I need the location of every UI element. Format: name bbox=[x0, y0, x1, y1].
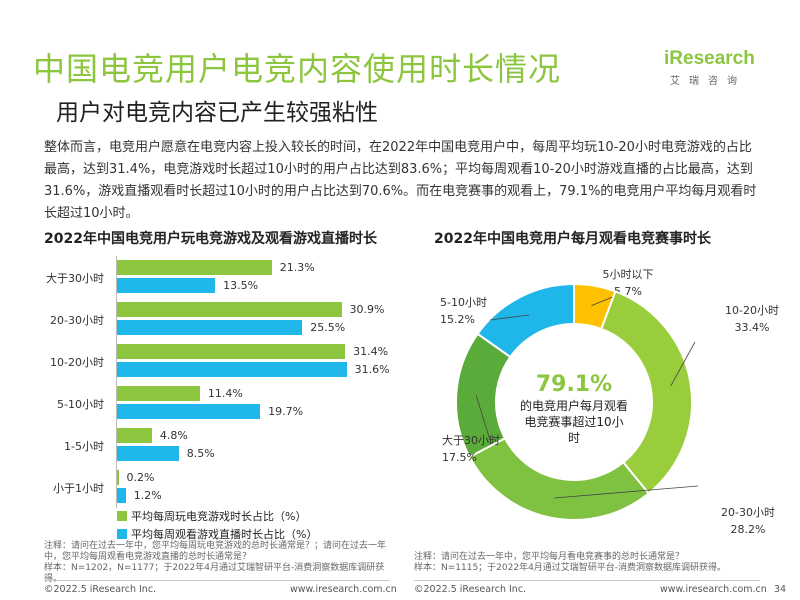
donut-chart: 5小时以下5.7%10-20小时33.4%20-30小时28.2%大于30小时1… bbox=[440, 268, 779, 536]
donut-center-line: 的电竞用户每月观看 bbox=[520, 399, 629, 413]
legend-swatch bbox=[117, 511, 127, 521]
bar bbox=[117, 488, 126, 503]
donut-leader-line bbox=[554, 485, 699, 499]
bar bbox=[117, 260, 272, 275]
bar bbox=[117, 446, 179, 461]
legend-label: 平均每周观看游戏直播时长占比（%） bbox=[131, 528, 318, 541]
bar bbox=[117, 428, 152, 443]
note-line: 样本：N=1202，N=1177；于2022年4月通过艾瑞智研平台-消费洞察数据… bbox=[44, 563, 385, 584]
bar bbox=[117, 386, 200, 401]
bar-category-label: 10-20小时 bbox=[50, 356, 104, 369]
donut-slice-label: 大于30小时 bbox=[442, 433, 500, 447]
bar-chart-title: 2022年中国电竞用户玩电竞游戏及观看游戏直播时长 bbox=[44, 231, 377, 247]
iresearch-logo: iResearch 艾瑞咨询 bbox=[662, 44, 762, 88]
bar bbox=[117, 470, 119, 485]
donut-leader-line bbox=[489, 314, 530, 321]
bar bbox=[117, 320, 303, 335]
bar-value-label: 21.3% bbox=[279, 261, 315, 274]
bar-value-label: 1.2% bbox=[133, 489, 162, 502]
bar-value-label: 0.2% bbox=[126, 471, 155, 484]
legend-item: 平均每周观看游戏直播时长占比（%） bbox=[117, 526, 317, 542]
bar bbox=[117, 404, 261, 419]
bar bbox=[117, 344, 346, 359]
donut-slice-value: 28.2% bbox=[731, 523, 766, 536]
logo-subtitle: 艾瑞咨询 bbox=[670, 76, 746, 87]
donut-center-text: 的电竞用户每月观看 电竞赛事超过10小时 bbox=[520, 398, 628, 446]
footer-url: www.iresearch.com.cn bbox=[290, 584, 397, 595]
bar-value-label: 13.5% bbox=[223, 279, 259, 292]
note-line: 中，您平均每周观看电竞游戏直播的总时长通常是？ bbox=[44, 552, 252, 562]
intro-paragraph: 整体而言，电竞用户愿意在电竞内容上投入较长的时间，在2022年中国电竞用户中，每… bbox=[44, 140, 757, 221]
bar bbox=[117, 362, 347, 377]
bar-value-label: 19.7% bbox=[268, 405, 304, 418]
bar-value-label: 30.9% bbox=[349, 303, 385, 316]
donut-center-line: 电竞赛事超过10小时 bbox=[524, 415, 624, 445]
bar-value-label: 31.6% bbox=[354, 363, 390, 376]
bar-category-label: 大于30小时 bbox=[46, 272, 104, 285]
bar-value-label: 4.8% bbox=[159, 429, 188, 442]
footer-url: www.iresearch.com.cn bbox=[660, 584, 767, 595]
donut-slice-value: 33.4% bbox=[735, 321, 770, 334]
donut-slice-value: 15.2% bbox=[440, 313, 475, 326]
bar-category-label: 1-5小时 bbox=[64, 440, 104, 453]
footer-divider bbox=[44, 580, 390, 581]
logo-wordmark: iResearch bbox=[664, 48, 755, 69]
note-left: 注释：请问在过去一年中，您平均每周玩电竞游戏的总时长通常是？；请问在过去一年 中… bbox=[44, 541, 394, 585]
donut-slice-label: 10-20小时 bbox=[725, 304, 779, 317]
bar-value-label: 11.4% bbox=[207, 387, 243, 400]
donut-slice-label: 5-10小时 bbox=[440, 296, 487, 309]
bar-value-label: 31.4% bbox=[353, 345, 389, 358]
donut-slice bbox=[476, 282, 575, 359]
bar-category-label: 5-10小时 bbox=[57, 398, 104, 411]
bar bbox=[117, 302, 342, 317]
note-line: 注释：请问在过去一年中，您平均每月看电竞赛事的总时长通常是？ bbox=[414, 552, 685, 562]
bar-value-label: 8.5% bbox=[186, 447, 215, 460]
footer-copyright: ©2022.5 iResearch Inc. bbox=[44, 584, 157, 595]
donut-slice bbox=[600, 290, 693, 495]
note-line: 样本：N=1115；于2022年4月通过艾瑞智研平台-消费洞察数据库调研获得。 bbox=[414, 563, 727, 573]
bar-axis bbox=[116, 256, 117, 508]
donut-leader-line bbox=[475, 395, 491, 441]
bar-category-label: 小于1小时 bbox=[53, 482, 104, 495]
note-line: 注释：请问在过去一年中，您平均每周玩电竞游戏的总时长通常是？；请问在过去一年 bbox=[44, 541, 387, 551]
legend-label: 平均每周玩电竞游戏时长占比（%） bbox=[131, 510, 307, 523]
page-title: 中国电竞用户电竞内容使用时长情况 bbox=[33, 50, 562, 88]
donut-leader-line bbox=[670, 341, 696, 387]
donut-chart-title: 2022年中国电竞用户每月观看电竞赛事时长 bbox=[434, 231, 711, 247]
footer-divider bbox=[414, 580, 760, 581]
bar-category-label: 20-30小时 bbox=[50, 314, 104, 327]
bar-value-label: 25.5% bbox=[310, 321, 346, 334]
donut-slice bbox=[468, 436, 651, 521]
donut-leader-line bbox=[591, 295, 616, 306]
note-right: 注释：请问在过去一年中，您平均每月看电竞赛事的总时长通常是？ 样本：N=1115… bbox=[414, 552, 774, 574]
donut-slice-value: 17.5% bbox=[442, 451, 477, 464]
legend-swatch bbox=[117, 529, 127, 539]
legend-item: 平均每周玩电竞游戏时长占比（%） bbox=[117, 508, 306, 524]
bar bbox=[117, 278, 216, 293]
footer-copyright: ©2022.5 iResearch Inc. bbox=[414, 584, 527, 595]
page-number: 34 bbox=[774, 584, 787, 595]
donut-slice-label: 20-30小时 bbox=[721, 506, 775, 519]
page-subtitle: 用户对电竞内容已产生较强粘性 bbox=[56, 100, 378, 126]
donut-slice-label: 5小时以下 bbox=[603, 268, 654, 281]
donut-center-value: 79.1% bbox=[535, 372, 613, 397]
